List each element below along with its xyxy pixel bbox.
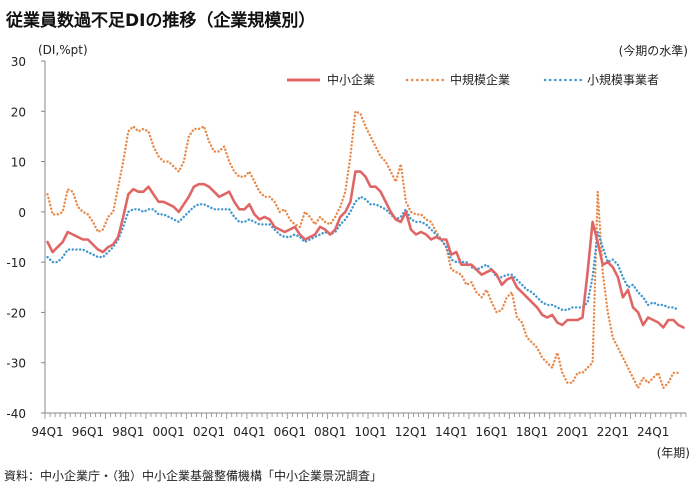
- x-tick-label: 14Q1: [435, 425, 467, 439]
- x-tick-label: 12Q1: [395, 425, 427, 439]
- y-tick-label: 20: [11, 105, 26, 119]
- x-tick-label: 16Q1: [476, 425, 508, 439]
- x-axis-unit-label: (年期): [656, 446, 690, 460]
- y-tick-label: 30: [11, 55, 26, 69]
- y-tick-label: 10: [11, 156, 26, 170]
- x-tick-label: 96Q1: [72, 425, 104, 439]
- x-tick-label: 20Q1: [556, 425, 588, 439]
- x-tick-label: 04Q1: [233, 425, 265, 439]
- series-lines: [46, 110, 685, 390]
- y-tick-label: -10: [6, 256, 26, 270]
- y-tick-label: 0: [18, 206, 26, 220]
- x-tick-label: 06Q1: [274, 425, 306, 439]
- series-line-medium: [46, 110, 680, 390]
- y-tick-label: -20: [6, 306, 26, 320]
- x-tick-label: 24Q1: [637, 425, 669, 439]
- series-line-small: [46, 195, 680, 312]
- legend-label-sme: 中小企業: [327, 72, 375, 87]
- x-tick-label: 22Q1: [597, 425, 629, 439]
- legend-label-small: 小規模事業者: [587, 72, 659, 87]
- axes: 30 20 10 0 -10 -20 -30 -40 94Q1 96Q1 98Q1 00Q1 02Q1 0…: [6, 55, 687, 439]
- chart-title: 従業員数過不足DIの推移（企業規模別）: [6, 11, 316, 31]
- legend: 中小企業 中規模企業 小規模事業者: [287, 72, 659, 87]
- legend-label-medium: 中規模企業: [450, 72, 510, 87]
- source-note: 資料：中小企業庁・（独）中小企業基盤整備機構「中小企業景況調査」: [4, 469, 383, 483]
- series-line-sme: [46, 170, 685, 329]
- y-axis-unit-label: (DI,%pt): [38, 43, 88, 57]
- level-note: (今期の水準): [618, 44, 688, 58]
- y-tick-label: -40: [6, 407, 26, 421]
- x-tick-label: 94Q1: [31, 425, 63, 439]
- x-tick-label: 02Q1: [193, 425, 225, 439]
- x-tick-label: 08Q1: [314, 425, 346, 439]
- y-tick-label: -30: [6, 357, 26, 371]
- x-tick-label: 00Q1: [152, 425, 184, 439]
- x-tick-label: 18Q1: [516, 425, 548, 439]
- x-tick-label: 10Q1: [354, 425, 386, 439]
- x-tick-label: 98Q1: [112, 425, 144, 439]
